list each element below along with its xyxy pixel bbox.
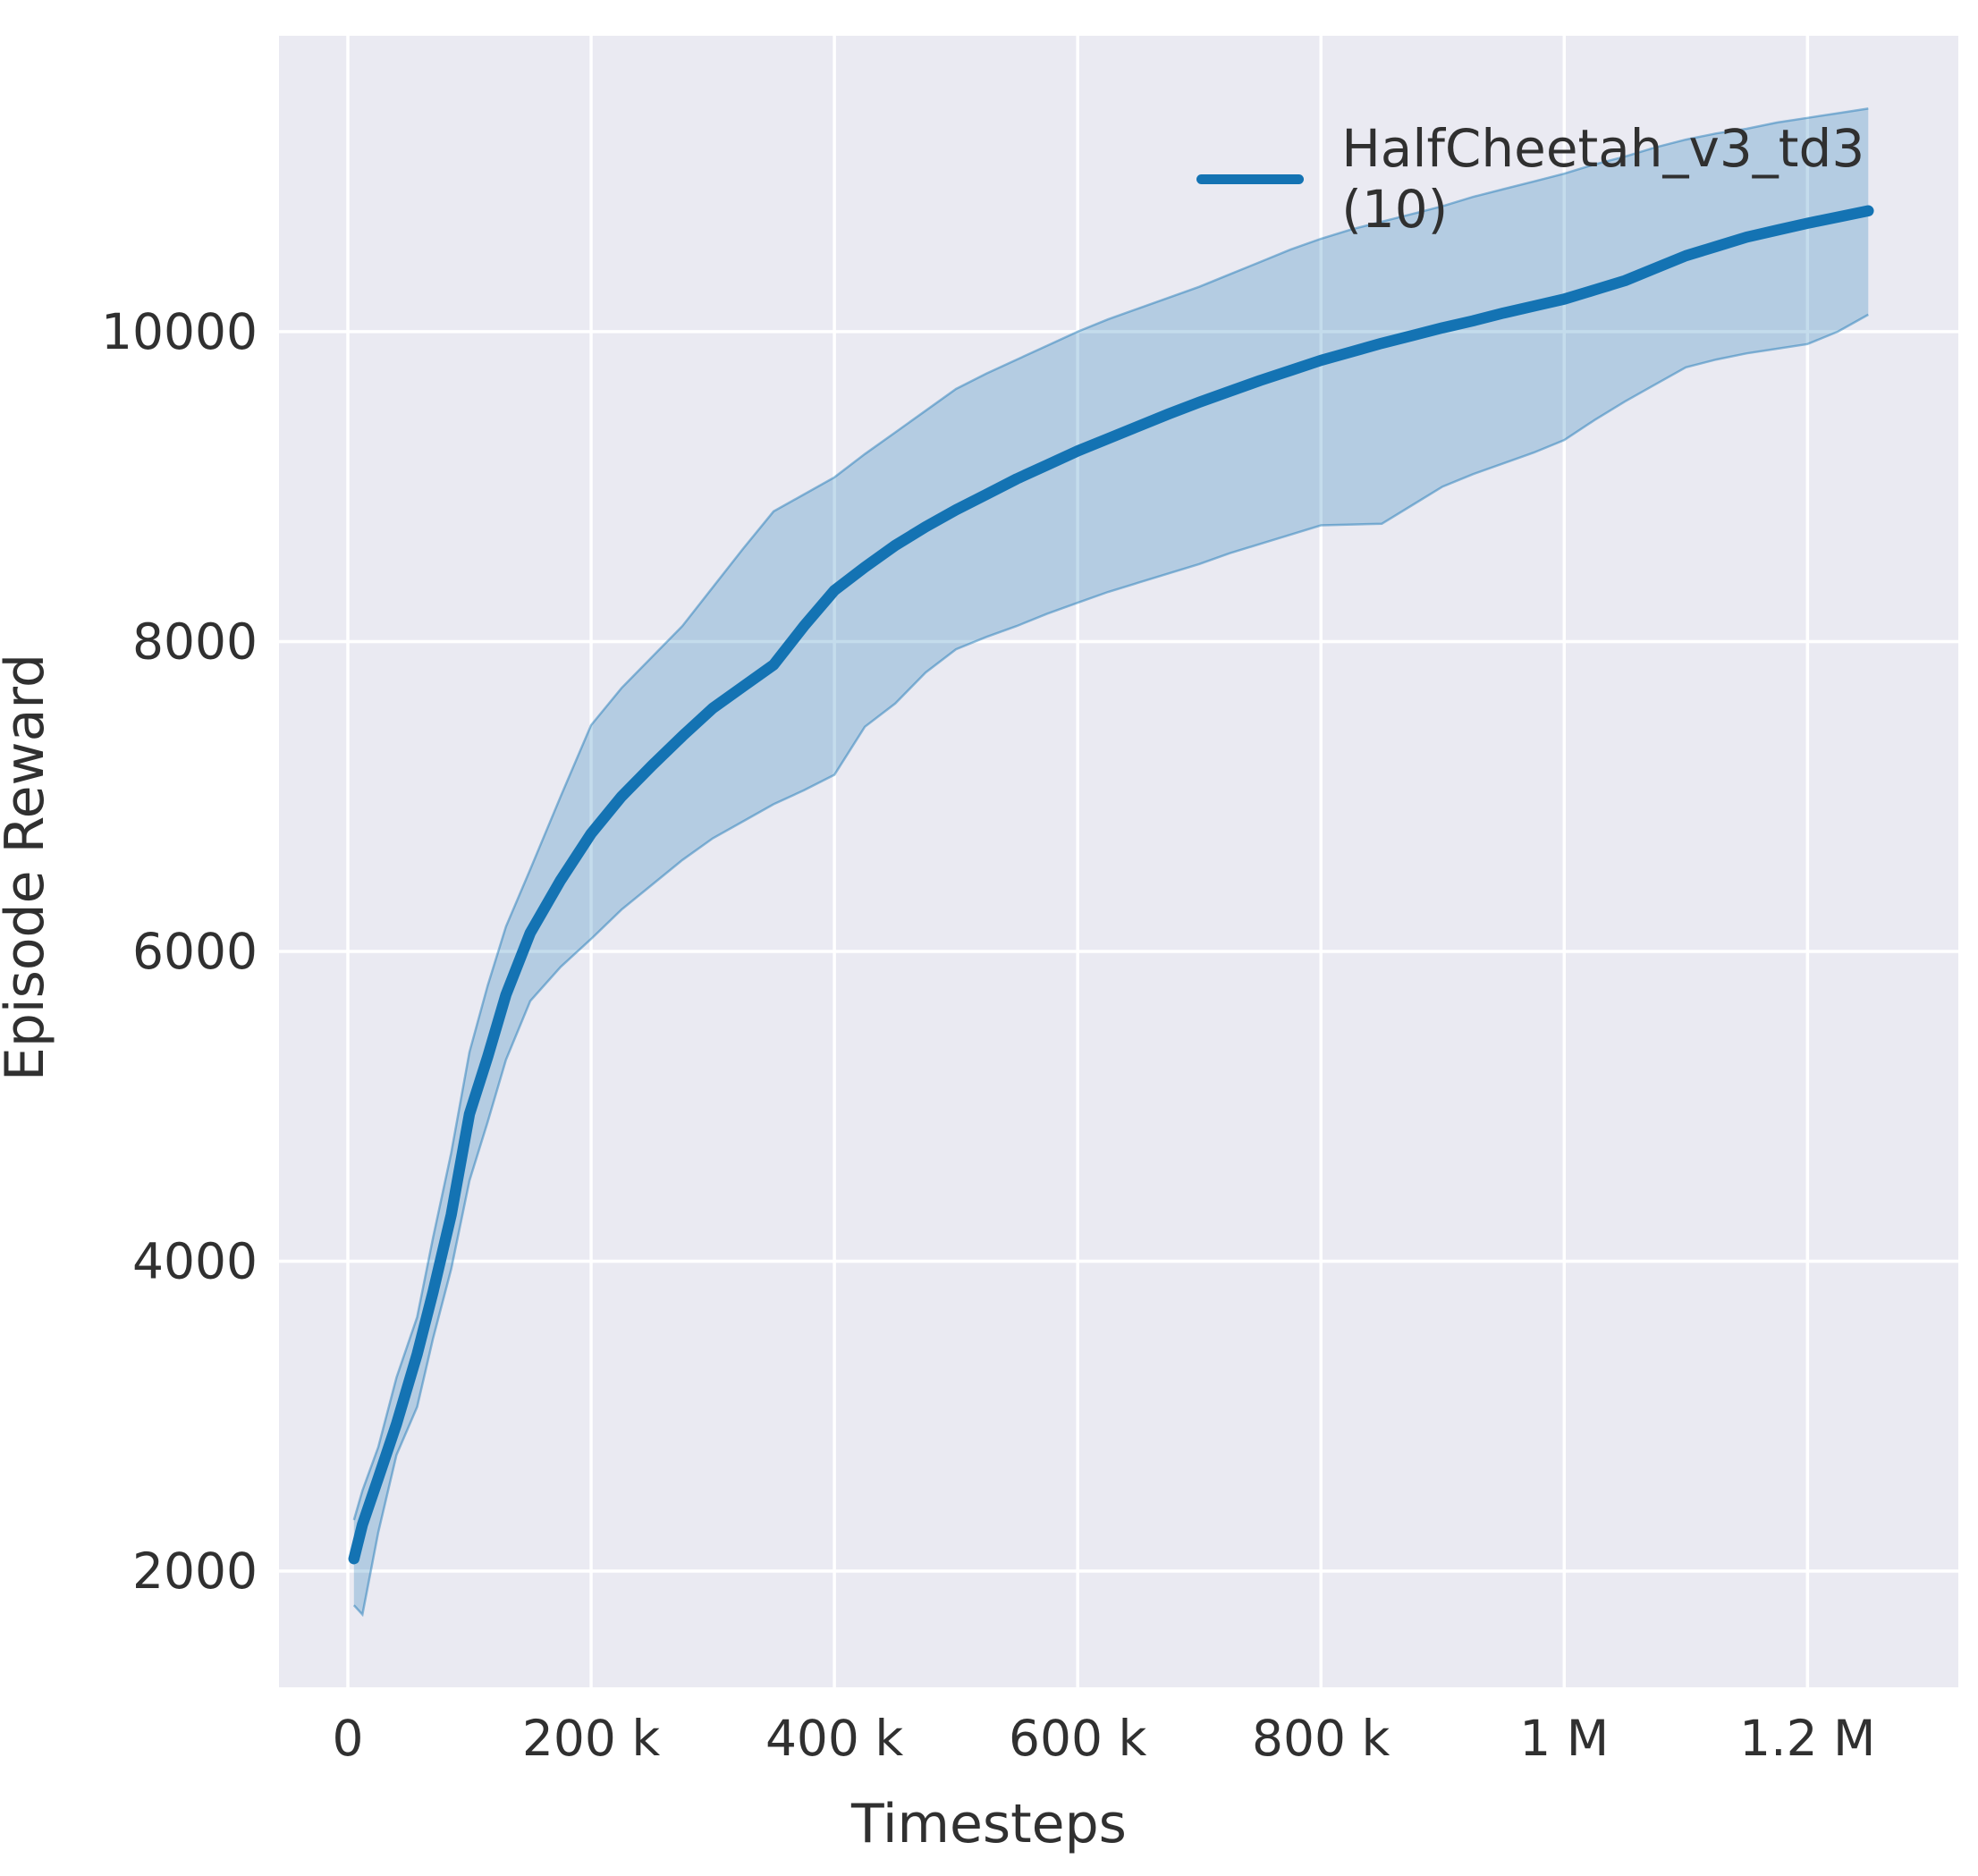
legend-label: HalfCheetah_v3_td3 (10) — [1341, 118, 1865, 240]
x-tick-label: 600 k — [1009, 1710, 1146, 1767]
y-tick-label: 6000 — [132, 923, 258, 980]
x-tick-label: 0 — [332, 1710, 363, 1767]
y-tick-label: 8000 — [132, 613, 258, 670]
plot-panel — [279, 36, 1958, 1687]
y-tick-labels: 2000 4000 6000 8000 10000 — [101, 303, 258, 1600]
x-tick-labels: 0 200 k 400 k 600 k 800 k 1 M 1.2 M — [332, 1710, 1875, 1767]
mean-line — [348, 205, 1874, 1565]
x-axis-label: Timesteps — [851, 1793, 1127, 1855]
x-tick-label: 400 k — [765, 1710, 903, 1767]
confidence-band — [352, 107, 1869, 1618]
y-axis-label: Episode Reward — [0, 653, 56, 1082]
y-tick-label: 10000 — [101, 303, 258, 360]
x-tick-label: 1 M — [1519, 1710, 1609, 1767]
series-line — [348, 205, 1874, 1565]
panel-bg — [279, 36, 1958, 1687]
legend-line-swatch — [1196, 173, 1305, 184]
band-lower-edge — [352, 313, 1869, 1618]
gridlines — [279, 36, 1958, 1687]
band-fill — [353, 108, 1869, 1615]
x-tick-label: 800 k — [1252, 1710, 1390, 1767]
x-tick-label: 200 k — [522, 1710, 660, 1767]
x-tick-label: 1.2 M — [1739, 1710, 1875, 1767]
legend: HalfCheetah_v3_td3 (10) — [1196, 118, 1978, 240]
band-upper-edge — [352, 107, 1869, 1521]
y-tick-label: 4000 — [132, 1233, 258, 1290]
y-tick-label: 2000 — [132, 1542, 258, 1600]
